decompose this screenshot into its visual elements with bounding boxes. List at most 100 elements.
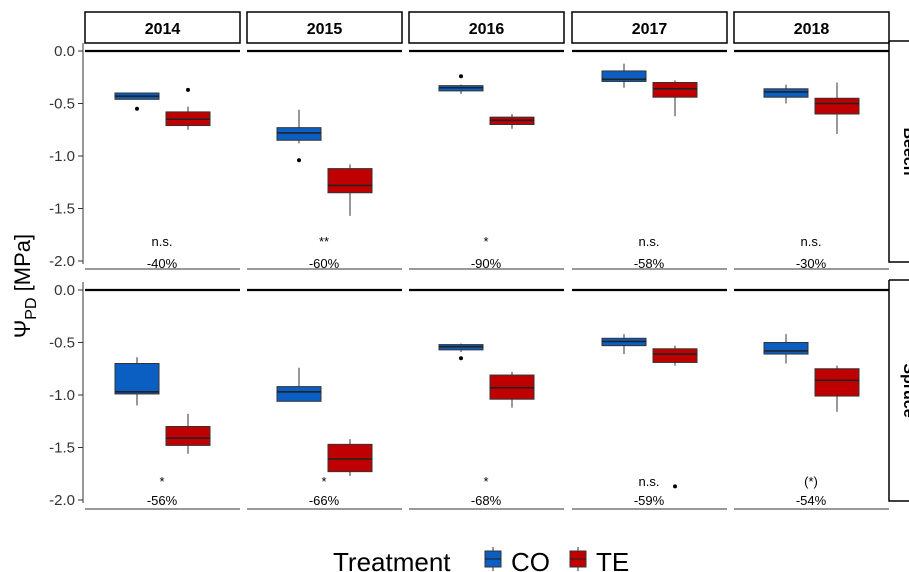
y-axis-title-unit: [MPa] [10,234,35,298]
facet-panels: n.s.-40%**-60%*-90%n.s.-58%n.s.-30%*-56%… [85,49,889,510]
percent-change-label: -68% [471,493,502,508]
box-co [438,343,484,361]
box-co [601,63,647,88]
box-co [276,367,322,402]
y-tick-label: -1.5 [49,440,75,457]
y-axis-title: ΨPD [MPa] [10,234,40,338]
facet-header-2018: 2018 [733,11,890,44]
significance-label: (*) [804,474,818,489]
y-axis-beech: 0.0 -0.5 -1.0 -1.5 -2.0 [49,43,84,270]
box-te [814,365,860,412]
outlier-point [459,356,463,361]
box-iqr [276,127,322,141]
box-iqr [763,342,809,355]
box-co [276,109,322,163]
y-tick-label: -2.0 [49,492,75,509]
significance-label: ** [319,234,329,249]
significance-label: * [483,234,488,249]
box-te [165,413,211,454]
facet-row-strip-box [888,40,909,263]
y-axis-spruce: 0.0 -0.5 -1.0 -1.5 -2.0 [49,282,84,509]
box-iqr [814,368,860,397]
percent-change-label: -40% [147,256,178,271]
box-iqr [114,363,160,395]
percent-change-label: -56% [147,493,178,508]
facet-header-2015: 2015 [246,11,403,44]
facet-row-strip-box [888,279,909,502]
significance-label: n.s. [801,234,822,249]
facet-header-2016: 2016 [408,11,565,44]
panel-spruce-2018: (*) -54% [734,288,889,510]
y-tick-label: -1.5 [49,201,75,218]
percent-change-label: -58% [634,256,665,271]
box-co [763,334,809,364]
legend: Treatment CO TE [333,547,629,572]
facet-header-label: 2018 [794,21,830,38]
facet-row-strip-label: Beech [900,127,909,175]
outlier-point [297,158,301,163]
panel-spruce-2017: n.s. -59% [572,288,727,510]
box-co [114,357,160,406]
legend-label: TE [596,547,629,572]
facet-header-label: 2014 [145,21,181,38]
panel-spruce-2014: * -56% [85,288,240,510]
y-tick-label: -0.5 [49,96,75,113]
panel-beech-2016: * -90% [409,49,564,271]
significance-label: n.s. [152,234,173,249]
legend-item-co: CO [484,547,550,572]
panel-beech-2015: ** -60% [247,49,402,271]
percent-change-label: -66% [309,493,340,508]
box-te [814,82,860,134]
y-tick-label: -2.0 [49,253,75,270]
percent-change-label: -60% [309,256,340,271]
y-axis-title-main: Ψ [10,320,35,338]
significance-label: * [159,474,164,489]
box-iqr [601,70,647,82]
facet-header-label: 2017 [632,21,668,38]
facet-header-box [84,11,241,44]
panel-beech-2017: n.s. -58% [572,49,727,271]
significance-label: * [483,474,488,489]
y-tick-label: -0.5 [49,335,75,352]
box-iqr [327,443,373,473]
box-iqr [165,426,211,446]
outlier-point [459,74,463,79]
box-te [327,439,373,476]
facet-header-box [408,11,565,44]
y-tick-label: -1.0 [49,387,75,404]
facet-row-strip-spruce: Spruce [888,279,909,502]
box-co [114,92,160,111]
significance-label: n.s. [639,234,660,249]
legend-item-te: TE [569,547,629,572]
box-te [165,87,211,130]
facet-row-strip-beech: Beech [888,40,909,263]
box-co [763,84,809,104]
box-iqr [652,348,698,363]
legend-title: Treatment [333,547,451,572]
facet-column-headers: 2014 2015 2016 2017 2018 [84,11,890,44]
facet-row-strips: Beech Spruce [888,40,909,502]
y-axis-ticks: 0.0 -0.5 -1.0 -1.5 -2.0 0.0 -0.5 -1.0 -1.5 -2.0 [49,43,84,509]
box-iqr [652,82,698,98]
box-te [489,371,535,408]
box-co [601,334,647,355]
box-te [652,80,698,117]
percent-change-label: -30% [796,256,827,271]
facet-header-box [571,11,728,44]
box-co [438,74,484,95]
box-te [327,164,373,216]
y-tick-label: -1.0 [49,148,75,165]
panel-beech-2018: n.s. -30% [734,49,889,271]
box-iqr [763,88,809,98]
box-iqr [814,97,860,115]
y-tick-label: 0.0 [54,43,75,60]
y-axis-title-sub: PD [23,297,40,319]
percent-change-label: -59% [634,493,665,508]
y-tick-label: 0.0 [54,282,75,299]
outlier-point [186,87,190,92]
facet-row-strip-label: Spruce [900,363,909,417]
panel-spruce-2016: * -68% [409,288,564,510]
facet-header-box [246,11,403,44]
box-te [489,114,535,129]
